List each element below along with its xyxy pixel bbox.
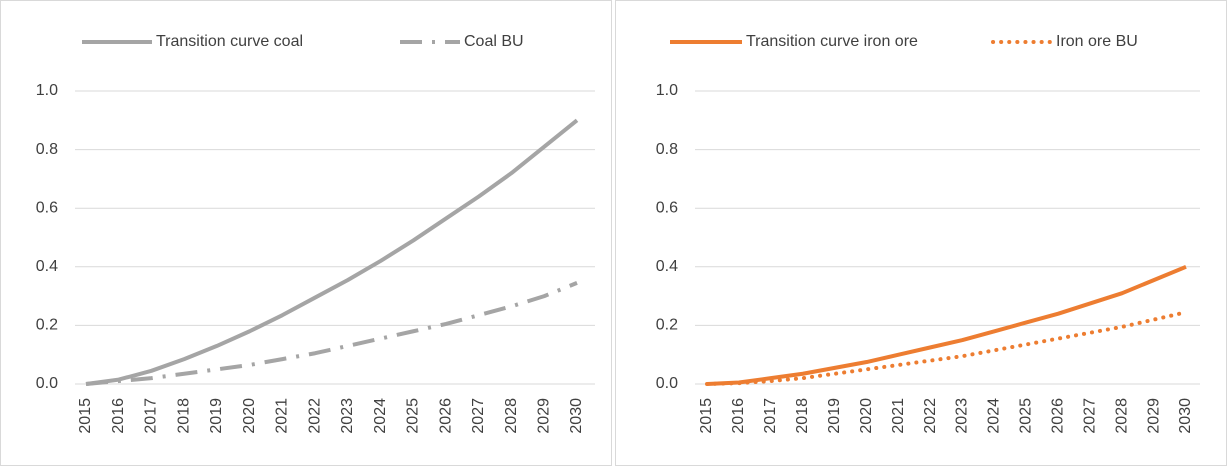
panel <box>0 0 612 466</box>
x-tick-label: 2015 <box>698 398 715 434</box>
legend-label: Iron ore BU <box>1056 33 1138 50</box>
y-tick-label: 0.4 <box>656 258 678 275</box>
x-tick-label: 2017 <box>143 398 160 434</box>
series-line <box>85 118 579 386</box>
x-tick-label: 2028 <box>503 398 520 434</box>
x-tick-label: 2029 <box>535 398 552 434</box>
panel <box>615 0 1227 466</box>
x-tick-label: 2022 <box>306 398 323 434</box>
x-tick-label: 2025 <box>1018 398 1035 434</box>
x-tick-label: 2027 <box>1081 398 1098 434</box>
x-tick-label: 2028 <box>1113 398 1130 434</box>
x-tick-label: 2023 <box>954 398 971 434</box>
x-tick-label: 2018 <box>175 398 192 434</box>
x-tick-label: 2019 <box>826 398 843 434</box>
x-tick-label: 2026 <box>437 398 454 434</box>
x-tick-label: 2024 <box>372 398 389 434</box>
x-tick-label: 2017 <box>762 398 779 434</box>
legend-label: Coal BU <box>464 33 524 50</box>
x-tick-label: 2022 <box>922 398 939 434</box>
x-tick-label: 2026 <box>1049 398 1066 434</box>
series-line <box>705 310 1188 386</box>
y-tick-label: 0.8 <box>36 141 58 158</box>
x-tick-label: 2016 <box>730 398 747 434</box>
series-line <box>706 264 1187 386</box>
x-tick-label: 2030 <box>1177 398 1194 434</box>
series-line <box>85 281 578 386</box>
x-tick-label: 2025 <box>405 398 422 434</box>
y-tick-label: 0.2 <box>36 317 58 334</box>
y-tick-label: 0.8 <box>656 141 678 158</box>
x-tick-label: 2029 <box>1145 398 1162 434</box>
x-tick-label: 2015 <box>77 398 94 434</box>
y-tick-label: 0.0 <box>36 375 58 392</box>
x-tick-label: 2021 <box>890 398 907 434</box>
x-tick-label: 2016 <box>110 398 127 434</box>
x-tick-label: 2020 <box>241 398 258 434</box>
x-tick-label: 2023 <box>339 398 356 434</box>
y-tick-label: 0.0 <box>656 375 678 392</box>
x-tick-label: 2030 <box>568 398 585 434</box>
x-tick-label: 2027 <box>470 398 487 434</box>
x-tick-label: 2018 <box>794 398 811 434</box>
legend-label: Transition curve coal <box>156 33 303 50</box>
y-tick-label: 0.4 <box>36 258 58 275</box>
y-tick-label: 0.2 <box>656 317 678 334</box>
legend-label: Transition curve iron ore <box>746 33 918 50</box>
x-tick-label: 2020 <box>858 398 875 434</box>
y-tick-label: 0.6 <box>656 199 678 216</box>
y-tick-label: 1.0 <box>656 82 678 99</box>
y-tick-label: 0.6 <box>36 199 58 216</box>
x-tick-label: 2024 <box>986 398 1003 434</box>
x-tick-label: 2021 <box>274 398 291 434</box>
y-tick-label: 1.0 <box>36 82 58 99</box>
x-tick-label: 2019 <box>208 398 225 434</box>
